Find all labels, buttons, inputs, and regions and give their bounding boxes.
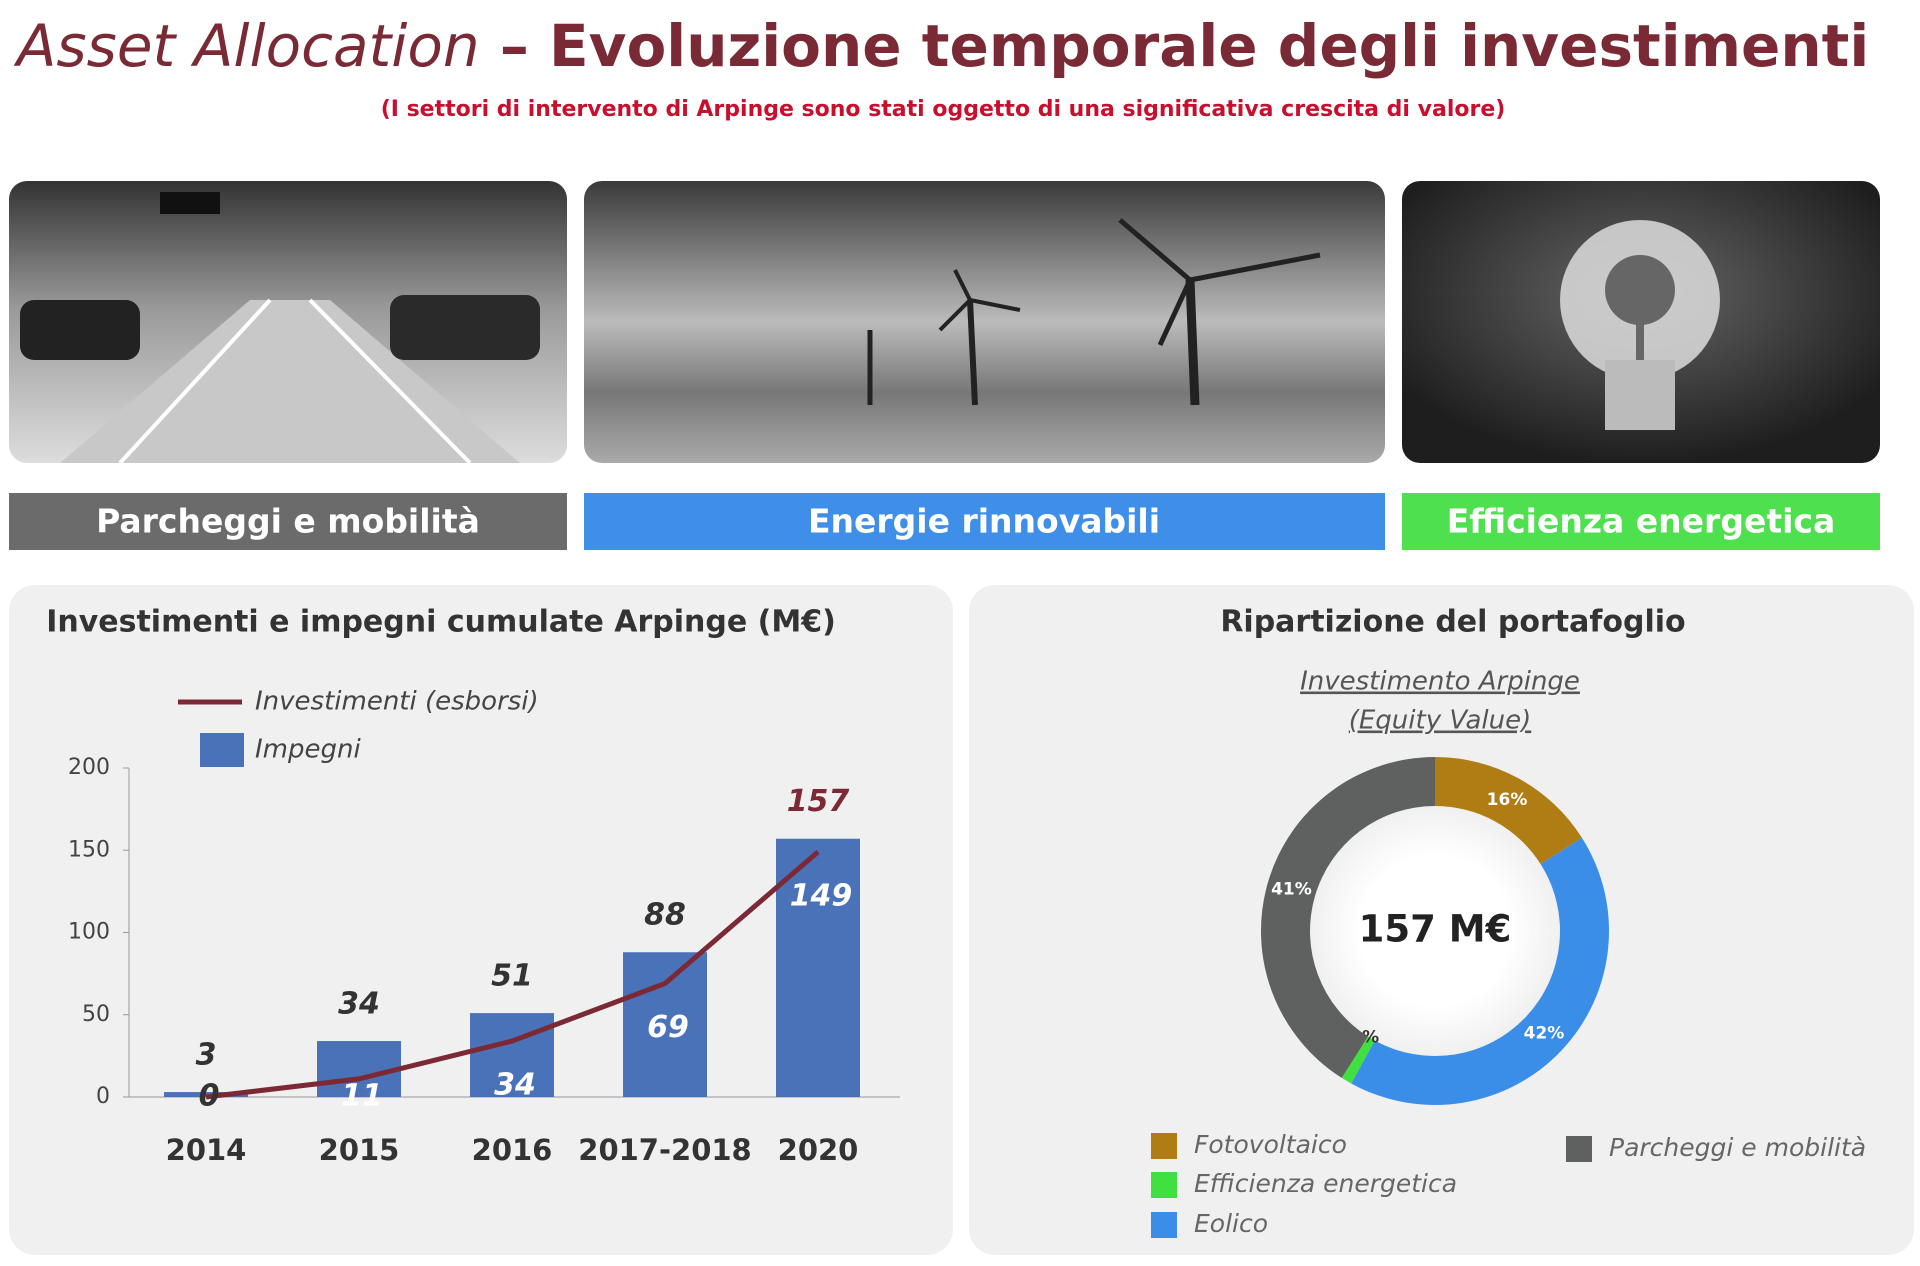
panel-band <box>1402 493 1880 550</box>
line-value-label: 149 <box>790 878 853 913</box>
bar <box>776 838 860 1097</box>
y-tick-label: 0 <box>96 1084 110 1109</box>
legend-swatch <box>1151 1133 1177 1159</box>
bar-value-label: 3 <box>196 1038 217 1073</box>
panel-label: Efficienza energetica <box>1447 502 1836 541</box>
x-tick-label: 2017-2018 <box>578 1133 751 1167</box>
donut-slice <box>1341 1036 1375 1084</box>
line-value-label: 69 <box>647 1010 689 1045</box>
bar <box>470 1013 554 1097</box>
line-value-label: 0 <box>199 1079 220 1114</box>
chart-panel <box>9 585 953 1255</box>
legend-label: Investimenti (esborsi) <box>255 687 539 717</box>
panel-band <box>584 493 1385 550</box>
chart-subtitle: Investimento Arpinge <box>1300 667 1580 697</box>
bar-value-label: 34 <box>338 987 380 1022</box>
panel-band <box>9 493 567 550</box>
legend-swatch <box>1151 1172 1177 1198</box>
donut-slice <box>1351 837 1610 1106</box>
bar-value-label: 157 <box>787 784 850 819</box>
line <box>205 849 820 1100</box>
x-tick-label: 2014 <box>166 1133 247 1167</box>
x-tick-label: 2016 <box>472 1133 553 1167</box>
bar-value-label: 88 <box>644 898 686 933</box>
photo-wind <box>584 181 1385 463</box>
title-italic: Asset Allocation <box>13 12 480 80</box>
legend-label: Fotovoltaico <box>1194 1130 1347 1159</box>
legend-label: Efficienza energetica <box>1194 1169 1457 1198</box>
photo-parking <box>9 181 567 465</box>
panel-label: Parcheggi e mobilità <box>96 502 480 541</box>
title-main: – Evoluzione temporale degli investiment… <box>500 12 1869 80</box>
line-value-label: 34 <box>494 1068 536 1103</box>
title: Asset Allocation – Evoluzione temporale … <box>13 12 1870 80</box>
center-label: 157 M€ <box>1359 908 1512 951</box>
legend-swatch <box>200 733 244 767</box>
legend-swatch <box>1566 1136 1592 1162</box>
photo-bulb <box>1402 181 1880 463</box>
chart-title: Ripartizione del portafoglio <box>1220 605 1685 640</box>
donut-slice <box>1435 757 1582 865</box>
bar-value-label: 51 <box>491 959 533 994</box>
donut-hole <box>1310 806 1560 1056</box>
slice-label: 16% <box>1487 790 1528 810</box>
chart-title: Investimenti e impegni cumulate Arpinge … <box>46 605 836 640</box>
x-tick-label: 2015 <box>319 1133 400 1167</box>
y-tick-label: 50 <box>82 1002 110 1027</box>
line-value-label: 11 <box>341 1079 383 1114</box>
chart-subtitle: (Equity Value) <box>1349 706 1532 736</box>
subtitle: (I settori di intervento di Arpinge sono… <box>381 97 1506 122</box>
legend-swatch <box>1151 1212 1177 1238</box>
x-tick-label: 2020 <box>778 1133 859 1167</box>
slice-label: 42% <box>1524 1023 1565 1043</box>
y-tick-label: 200 <box>68 755 110 780</box>
legend-label: Impegni <box>255 735 361 765</box>
bar <box>623 952 707 1097</box>
y-tick-label: 150 <box>68 837 110 862</box>
slice-label: 41% <box>1271 879 1312 899</box>
panel-label: Energie rinnovabili <box>808 502 1160 541</box>
bar <box>317 1041 401 1097</box>
y-tick-label: 100 <box>68 920 110 945</box>
legend-label: Eolico <box>1194 1209 1268 1238</box>
legend-label: Parcheggi e mobilità <box>1609 1133 1866 1162</box>
donut-slice <box>1260 757 1435 1078</box>
